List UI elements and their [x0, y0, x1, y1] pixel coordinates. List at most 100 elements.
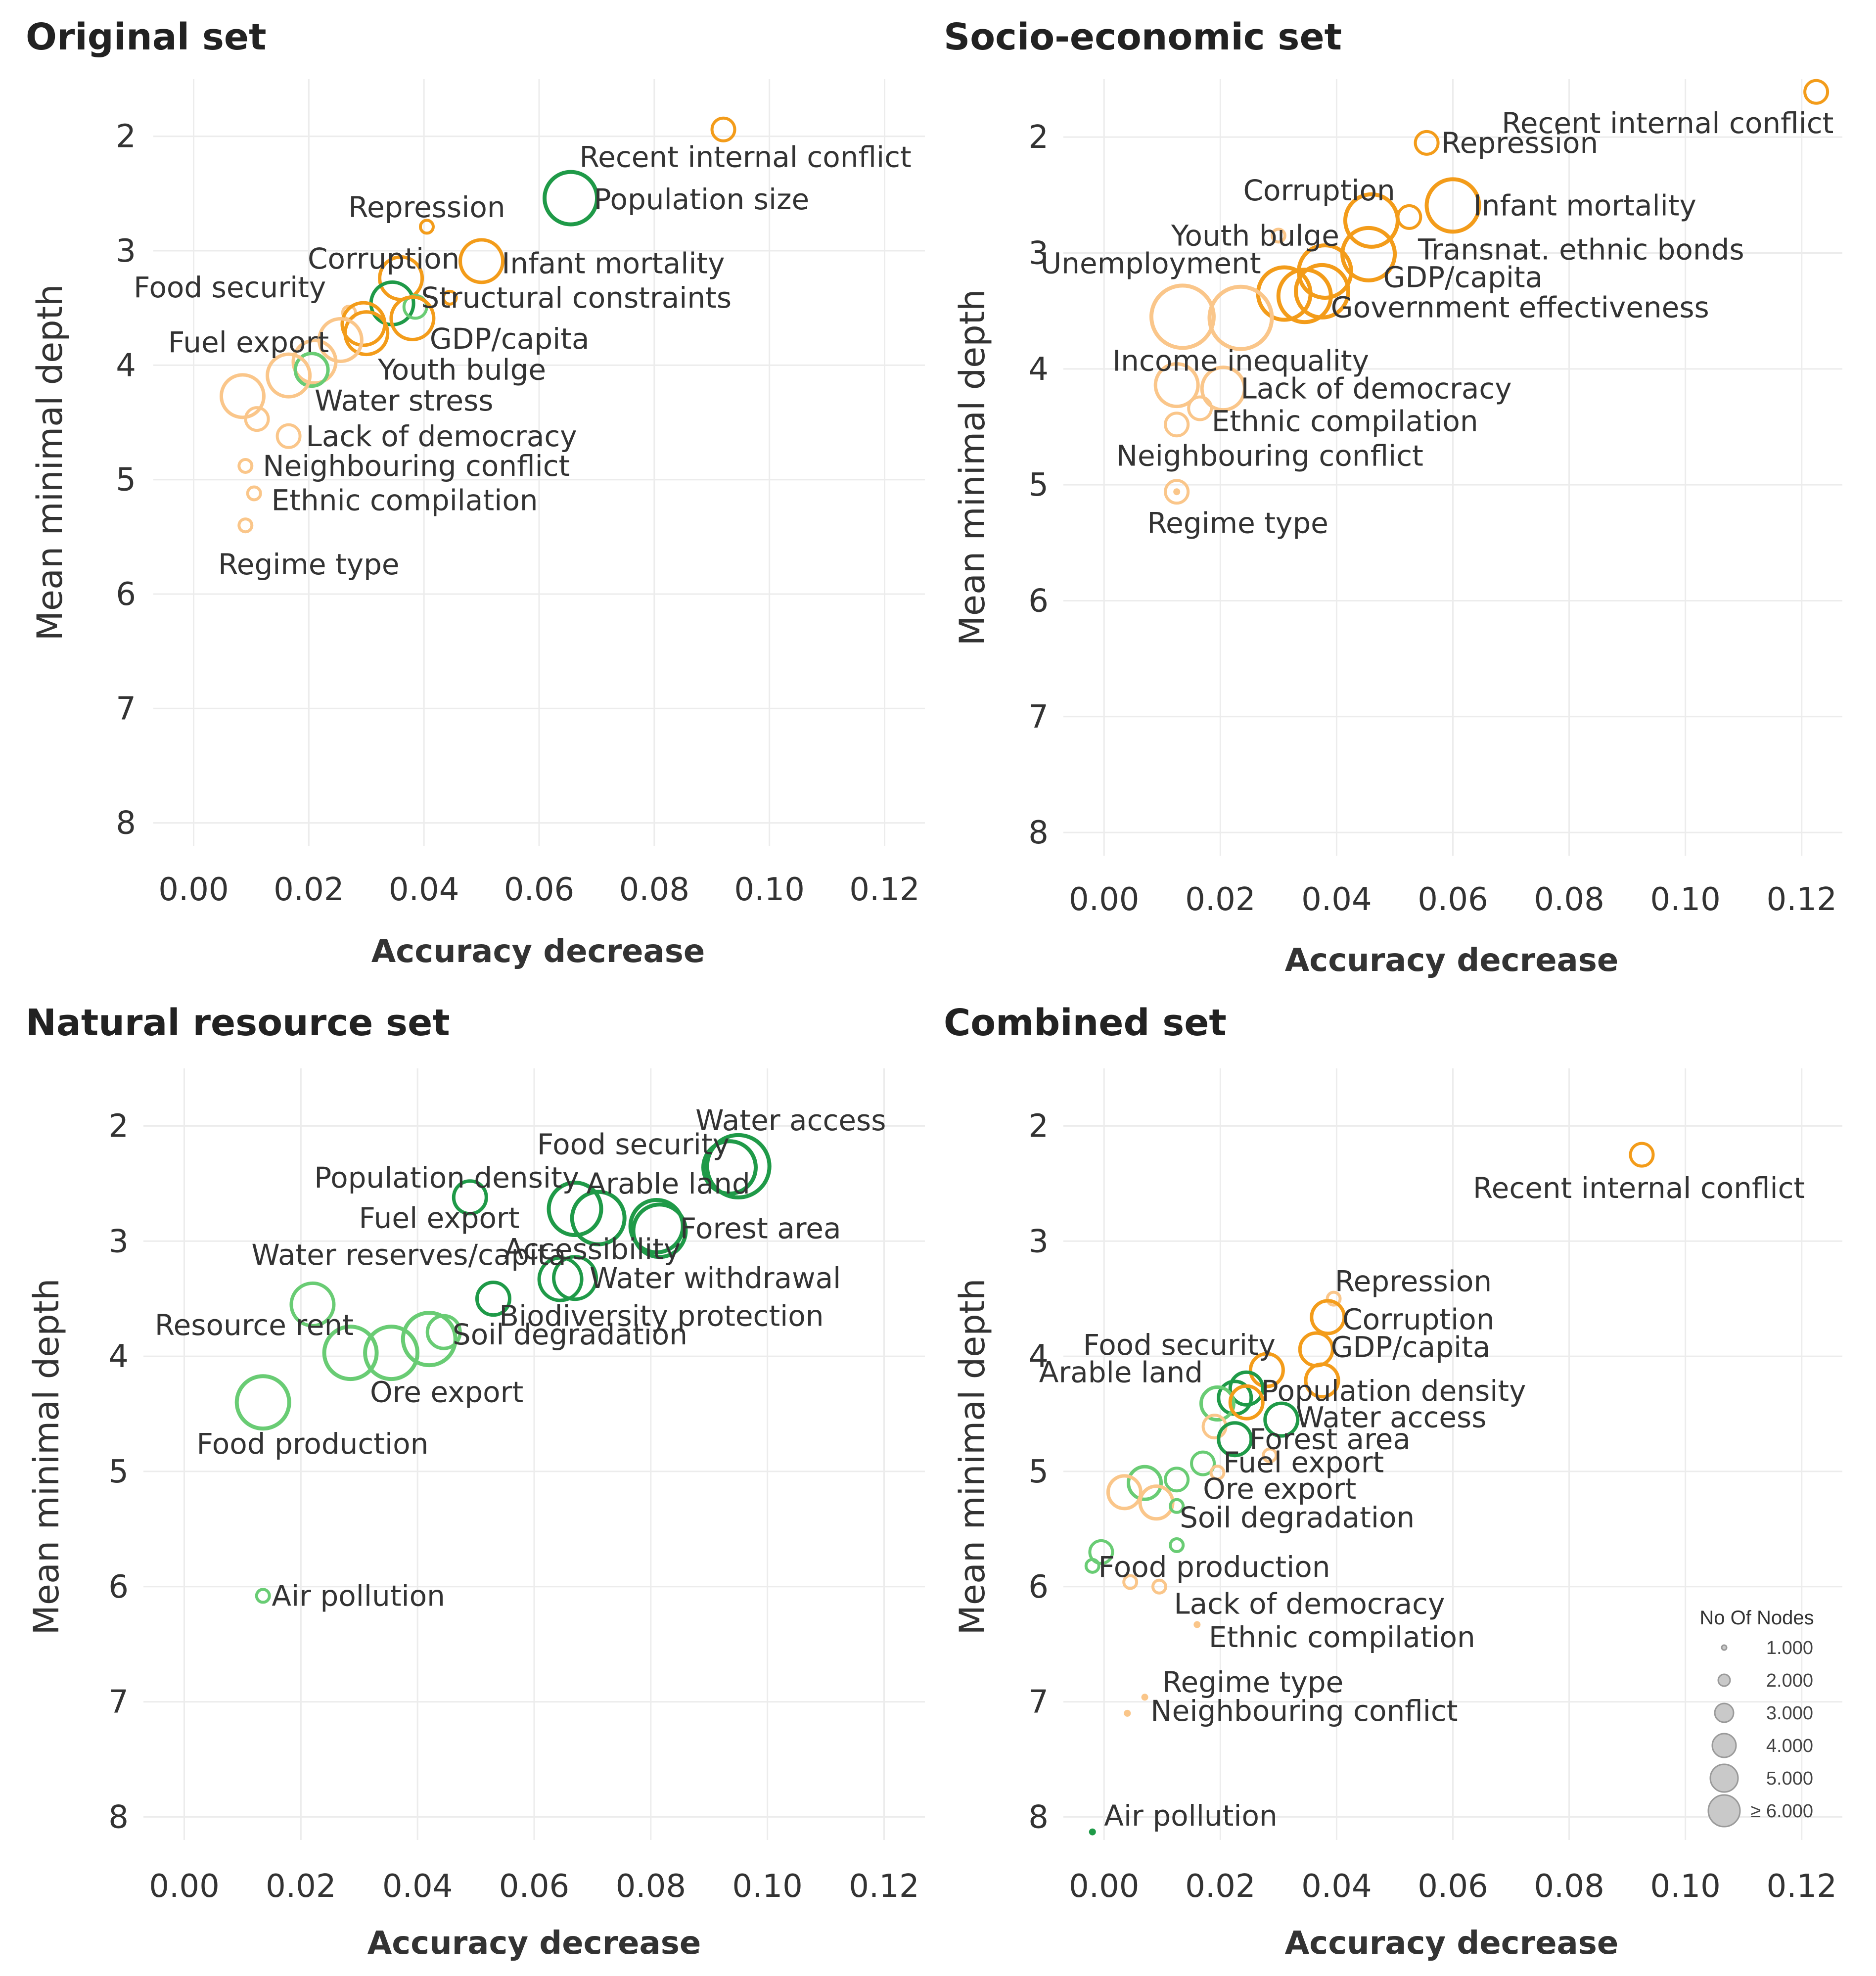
point-regime-type	[1173, 488, 1181, 496]
data-point	[1153, 362, 1200, 409]
point-lack-of-democracy	[275, 423, 302, 449]
data-point	[1396, 204, 1422, 230]
point-food-production	[1088, 1539, 1114, 1565]
label-population-size: Population size	[594, 183, 810, 216]
panel-title: Combined set	[944, 1002, 1227, 1044]
x-tick-label: 0.06	[504, 872, 575, 908]
data-point	[401, 1311, 458, 1368]
y-tick-label: 5	[108, 1454, 129, 1490]
x-axis-title: Accuracy decrease	[1285, 942, 1618, 979]
label-neighbouring-conflict: Neighbouring conflict	[1150, 1694, 1458, 1728]
panel-title: Natural resource set	[26, 1002, 450, 1044]
label-unemployment: Unemployment	[1041, 247, 1261, 280]
legend-size-label: 2.000	[1766, 1670, 1813, 1691]
label-fuel-export: Fuel export	[359, 1201, 519, 1235]
label-air-pollution: Air pollution	[1104, 1799, 1277, 1833]
x-tick-label: 0.04	[389, 872, 459, 908]
point-corruption	[1310, 1299, 1346, 1335]
data-point	[1187, 395, 1213, 421]
point-air-pollution	[255, 1588, 271, 1604]
point-income-inequality	[1207, 284, 1274, 351]
label-recent-internal-conflict: Recent internal conflict	[1502, 106, 1833, 140]
point-population-density	[452, 1179, 488, 1216]
legend-size-marker	[1721, 1644, 1728, 1651]
label-arable-land: Arable land	[587, 1167, 750, 1200]
point-air-pollution	[1089, 1828, 1096, 1836]
y-tick-label: 2	[116, 119, 136, 155]
gridlines	[143, 1068, 925, 1840]
point-ethnic-compilation	[1193, 1621, 1201, 1628]
point-gdp-capita	[389, 295, 436, 342]
data-point	[244, 406, 270, 432]
panel-natural-resource-set: Natural resource set 0.00 0.02 0.04 0.06 0.08…	[26, 1002, 925, 1962]
point-infant-mortality	[458, 238, 505, 284]
y-tick-label: 7	[1028, 1684, 1049, 1721]
label-fuel-export: Fuel export	[1223, 1445, 1384, 1479]
point-regime-type	[1141, 1694, 1148, 1701]
label-neighbouring-conflict: Neighbouring conflict	[263, 449, 570, 483]
point-soil-degradation	[1169, 1498, 1185, 1514]
x-tick-label: 0.06	[1418, 881, 1488, 918]
x-tick-label: 0.08	[1534, 1868, 1604, 1905]
label-repression: Repression	[1335, 1265, 1492, 1298]
y-tick-label: 3	[1028, 235, 1049, 272]
x-axis-title: Accuracy decrease	[371, 933, 705, 970]
label-regime-type: Regime type	[1162, 1665, 1344, 1699]
x-tick-label: 0.00	[1069, 881, 1140, 918]
point-youth-bulge	[1270, 228, 1286, 244]
label-income-inequality: Income inequality	[1112, 344, 1369, 377]
x-tick-label: 0.12	[849, 1868, 919, 1905]
label-water-access: Water access	[1296, 1400, 1486, 1434]
y-tick-label: 8	[1028, 815, 1049, 851]
label-soil-degradation: Soil degradation	[453, 1318, 687, 1351]
point-neighbouring-conflict	[1124, 1709, 1131, 1717]
point-accessibility	[631, 1202, 688, 1259]
panel-combined-set: Combined set 0.00 0.02 0.04 0.06 0.08 0.10 0.12…	[944, 1002, 1842, 1962]
point-water-stress	[293, 352, 330, 388]
panel-socio-economic-set: Socio-economic set 0.00 0.02 0.04 0.06 0.08 0.…	[944, 16, 1842, 979]
x-tick-label: 0.10	[734, 872, 805, 908]
point-regime-type	[237, 517, 254, 534]
label-lack-of-democracy: Lack of democracy	[1174, 1587, 1445, 1621]
label-gdp-capita: GDP/capita	[1383, 261, 1543, 294]
legend-size-label: ≥ 6.000	[1750, 1801, 1813, 1822]
label-food-security: Food security	[537, 1128, 730, 1161]
label-gdp-capita: GDP/capita	[1331, 1330, 1491, 1364]
label-resource-rent: Resource rent	[155, 1308, 354, 1342]
data-points	[1084, 1142, 1655, 1836]
point-repression	[1414, 130, 1440, 156]
legend-size-marker	[1711, 1733, 1737, 1758]
point-water-reserves-capita	[289, 1281, 336, 1328]
y-axis-title: Mean minimal depth	[952, 1279, 993, 1635]
point-forest-area	[628, 1197, 685, 1254]
label-air-pollution: Air pollution	[272, 1579, 445, 1612]
point-recent-internal-conflict	[1629, 1142, 1655, 1168]
gridlines	[153, 79, 925, 846]
x-axis-title: Accuracy decrease	[1285, 1925, 1618, 1962]
data-points	[234, 1133, 772, 1604]
legend-size-marker	[1709, 1763, 1739, 1793]
point-labels: Recent internal conflict Repression Corrup…	[1039, 1171, 1805, 1833]
point-water-access	[705, 1133, 772, 1199]
point-ethnic-compilation	[1164, 412, 1190, 438]
x-tick-label: 0.08	[619, 872, 690, 908]
point-repression	[1326, 1290, 1342, 1307]
y-tick-label: 5	[116, 462, 136, 499]
label-regime-type: Regime type	[1147, 506, 1328, 540]
label-forest-area: Forest area	[1249, 1423, 1411, 1456]
point-recent-internal-conflict	[1803, 79, 1830, 105]
x-tick-label: 0.02	[266, 1868, 336, 1905]
point-infant-mortality	[1424, 177, 1481, 234]
point-food-production	[234, 1374, 291, 1431]
label-government-effectiveness: Government effectiveness	[1331, 291, 1709, 324]
data-point	[1304, 1362, 1340, 1399]
label-lack-of-democracy: Lack of democracy	[1240, 372, 1511, 406]
point-food-security	[547, 1181, 603, 1238]
data-point	[291, 338, 338, 385]
data-point	[1209, 1465, 1226, 1481]
legend-size-marker	[1714, 1702, 1735, 1723]
x-tick-label: 0.10	[1650, 1868, 1721, 1905]
label-lack-of-democracy: Lack of democracy	[306, 419, 577, 453]
